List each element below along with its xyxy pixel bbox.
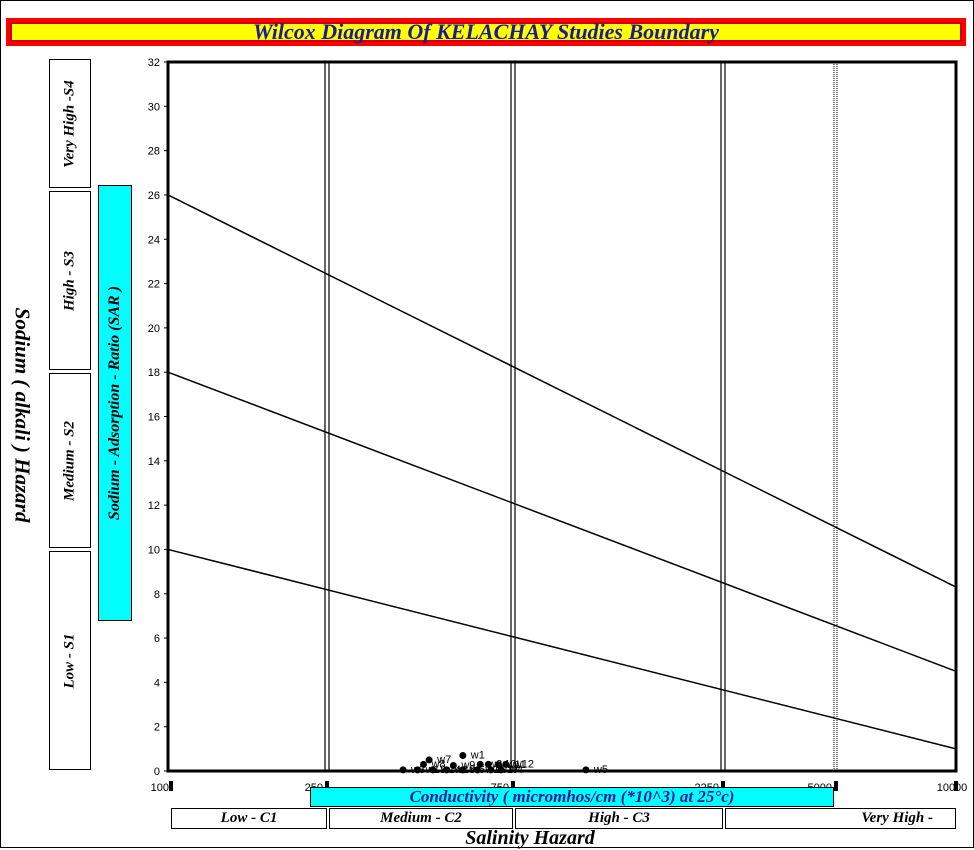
data-point-label: w4 <box>508 764 523 776</box>
y-tick-label: 20 <box>148 323 160 335</box>
x-tick-mark <box>954 781 958 791</box>
data-point <box>443 766 451 774</box>
data-point <box>473 766 481 774</box>
x-outer-label: Salinity Hazard <box>465 827 595 849</box>
data-point <box>449 761 457 769</box>
y-tick-label: 26 <box>148 190 160 202</box>
y-axis-title-box: Sodium - Adsorption - Ratio (SAR ) <box>98 185 132 621</box>
y-tick-label: 16 <box>148 412 160 424</box>
y-tick-label: 0 <box>154 766 160 778</box>
data-point-label: w1 <box>470 749 485 761</box>
sar-class-s1: Low - S1 <box>49 551 91 770</box>
data-point-label: w11 <box>506 759 526 771</box>
salinity-class-c1: Low - C1 <box>171 808 327 829</box>
x-tick-label: 10000 <box>937 782 968 794</box>
data-point-label: w17 <box>498 764 519 776</box>
data-point-label: w5 <box>593 764 608 776</box>
data-point <box>582 766 590 774</box>
data-point <box>487 766 495 774</box>
sar-boundary-line <box>167 194 957 588</box>
data-point <box>414 766 422 774</box>
sar-class-s2: Medium - S2 <box>49 373 91 549</box>
data-point-label: w7 <box>436 754 451 766</box>
data-point <box>399 766 407 774</box>
y-tick-label: 14 <box>148 456 160 468</box>
x-axis-title: Conductivity ( micromhos/cm (*10^3) at 2… <box>310 787 834 807</box>
salinity-class-c3: High - C3 <box>515 808 723 829</box>
x-tick-mark <box>721 781 725 791</box>
sar-boundary-line <box>167 548 957 750</box>
y-tick-label: 32 <box>148 57 160 69</box>
x-tick-mark <box>325 781 329 791</box>
data-point <box>476 760 484 768</box>
data-point <box>484 760 492 768</box>
data-point <box>425 756 433 764</box>
y-tick-label: 30 <box>148 101 160 113</box>
salinity-class-c4: Very High - <box>725 808 956 829</box>
title-banner: Wilcox Diagram Of KELACHAY Studies Bound… <box>6 18 966 46</box>
y-tick-label: 22 <box>148 279 160 291</box>
x-tick-label: 100 <box>151 782 169 794</box>
y-tick-label: 8 <box>154 589 160 601</box>
data-point-label: w12 <box>513 758 534 770</box>
data-point <box>419 760 427 768</box>
data-point <box>459 766 467 774</box>
y-tick-label: 24 <box>148 234 160 246</box>
y-tick-label: 28 <box>148 146 160 158</box>
x-tick-mark <box>834 781 838 791</box>
data-point <box>459 751 467 759</box>
data-point <box>429 766 437 774</box>
sar-class-s4: Very High -S4 <box>49 59 91 189</box>
x-tick-mark <box>169 781 173 791</box>
sar-class-s3: High - S3 <box>49 191 91 371</box>
chart-title: Wilcox Diagram Of KELACHAY Studies Bound… <box>10 21 962 43</box>
y-tick-label: 4 <box>154 677 160 689</box>
y-tick-label: 6 <box>154 633 160 645</box>
y-tick-label: 12 <box>148 500 160 512</box>
data-point <box>497 766 505 774</box>
y-tick-label: 2 <box>154 722 160 734</box>
salinity-class-c2: Medium - C2 <box>329 808 513 829</box>
sar-boundary-line <box>167 371 957 672</box>
x-tick-mark <box>511 781 515 791</box>
y-tick-label: 10 <box>148 544 160 556</box>
data-point <box>502 760 510 768</box>
y-tick-label: 18 <box>148 367 160 379</box>
